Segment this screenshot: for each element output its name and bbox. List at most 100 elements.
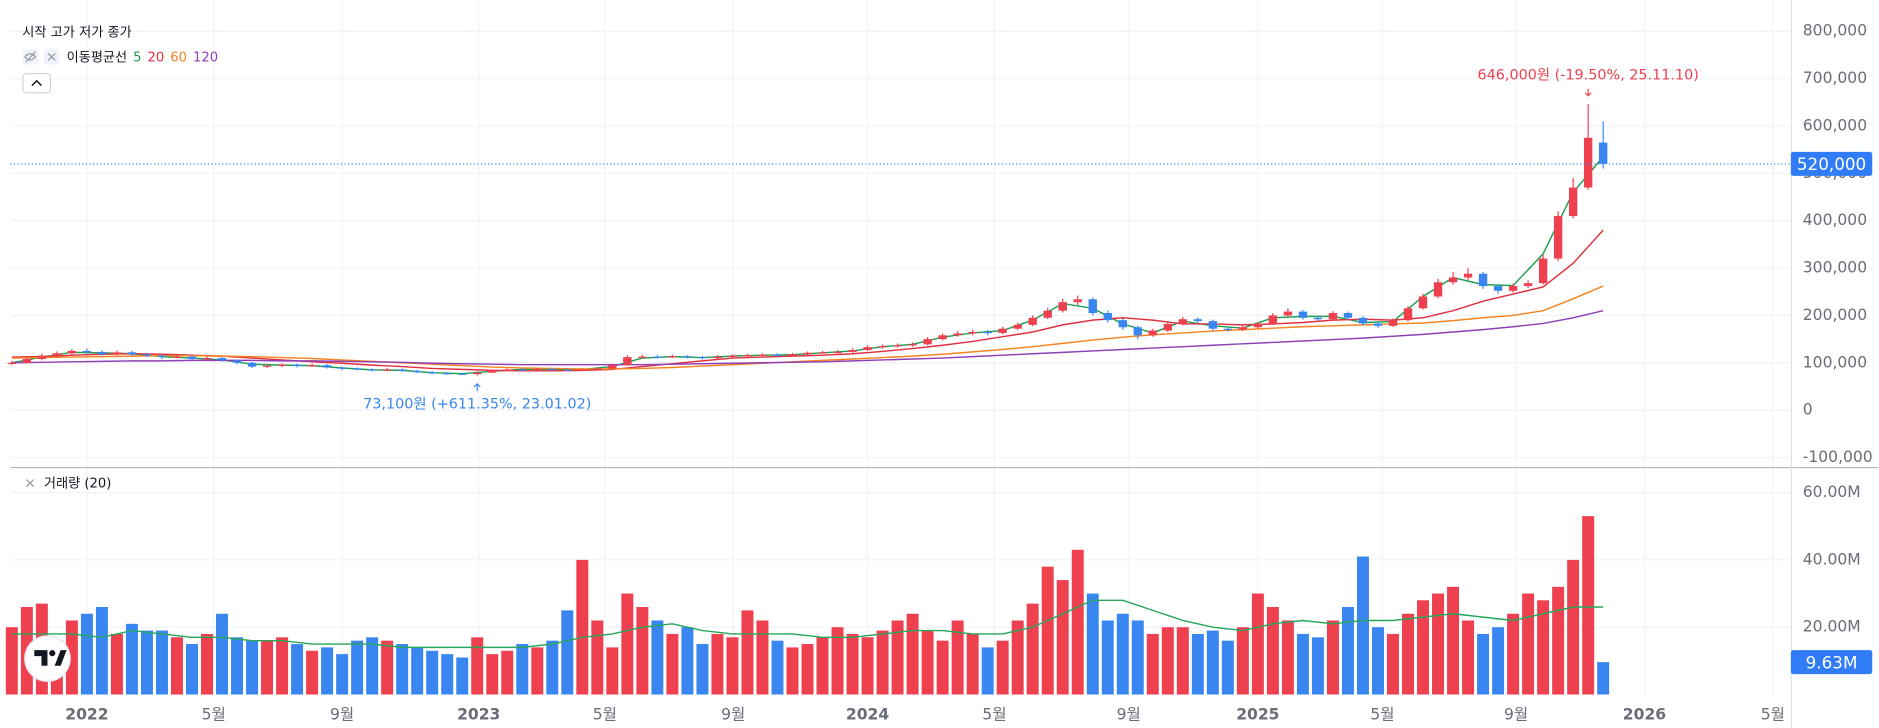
volume-bar xyxy=(321,647,334,695)
close-icon[interactable] xyxy=(43,49,60,65)
volume-bar xyxy=(636,607,649,695)
volume-bar xyxy=(1161,627,1174,695)
y-tick-label: 600,000 xyxy=(1803,116,1867,134)
volume-bar xyxy=(876,630,889,695)
volume-bar xyxy=(246,640,259,695)
candle-body xyxy=(412,370,422,373)
candle-body xyxy=(142,354,152,356)
candle-body xyxy=(7,362,17,364)
volume-bar xyxy=(396,644,409,695)
volume-bar xyxy=(1236,627,1249,695)
volume-bar xyxy=(1296,633,1309,695)
candle-body xyxy=(1223,328,1233,330)
candle-body xyxy=(758,354,767,356)
volume-tick-label: 40.00M xyxy=(1803,550,1861,568)
volume-bar xyxy=(381,640,394,695)
candle-body xyxy=(67,350,77,354)
volume-bar xyxy=(816,637,829,695)
volume-bar xyxy=(170,637,183,695)
candle-body xyxy=(638,356,647,358)
last-price-box xyxy=(1790,151,1873,176)
volume-bar xyxy=(1176,627,1189,695)
volume-bar xyxy=(276,637,289,695)
candle-body xyxy=(1208,321,1218,329)
candle-body xyxy=(428,372,437,374)
ma-legend: 20 xyxy=(147,50,164,65)
candle-body xyxy=(1298,311,1308,318)
y-tick-label: 300,000 xyxy=(1803,259,1867,277)
volume-bar xyxy=(5,627,18,695)
volume-bar xyxy=(981,647,994,695)
candle-body xyxy=(1478,273,1488,287)
volume-bar xyxy=(546,640,559,695)
candle-body xyxy=(1448,277,1458,283)
volume-bar xyxy=(1311,637,1324,695)
candle-body xyxy=(683,356,692,358)
hide-icon[interactable] xyxy=(22,49,38,65)
candle-body xyxy=(1238,327,1248,330)
volume-bar xyxy=(666,633,679,695)
candle-body xyxy=(1358,317,1368,324)
volume-bar xyxy=(786,647,799,695)
volume-bar xyxy=(201,633,213,695)
volume-bar xyxy=(1567,559,1580,695)
y-tick-label: 200,000 xyxy=(1803,306,1867,324)
volume-bar xyxy=(155,630,168,695)
candle-body xyxy=(848,349,857,352)
candle-body xyxy=(923,339,932,345)
collapse-button[interactable] xyxy=(22,73,52,94)
x-tick-label: 2022 xyxy=(65,705,108,723)
candle-body xyxy=(1553,215,1563,259)
volume-bar xyxy=(951,620,964,695)
x-tick-label: 5월 xyxy=(593,705,617,723)
candle-body xyxy=(322,365,332,368)
candle-body xyxy=(1373,323,1383,326)
candle-body xyxy=(1163,323,1172,331)
ma-legend: 5 xyxy=(133,50,141,65)
volume-bar xyxy=(441,654,454,695)
candle-body xyxy=(1178,319,1188,324)
candle-body xyxy=(473,372,482,375)
annotation-arrow xyxy=(1584,88,1592,97)
volume-bar xyxy=(1071,549,1084,695)
candle-body xyxy=(998,328,1007,333)
volume-bar xyxy=(336,654,349,695)
candle-body xyxy=(773,354,782,356)
volume-bar xyxy=(906,613,919,695)
candle-body xyxy=(593,368,602,370)
candle-body xyxy=(1583,137,1593,188)
candle-body xyxy=(1418,296,1428,309)
candle-body xyxy=(938,335,947,340)
candle-body xyxy=(983,331,992,334)
candle-body xyxy=(352,368,362,370)
volume-bar xyxy=(861,637,874,695)
volume-bar xyxy=(1447,586,1460,695)
volume-bar xyxy=(711,633,724,695)
candle-body xyxy=(893,345,902,347)
candle-body xyxy=(653,356,662,358)
volume-bar xyxy=(1492,627,1505,695)
candle-body xyxy=(262,365,272,367)
x-tick-label: 9월 xyxy=(1117,705,1141,723)
candle-body xyxy=(1058,302,1067,311)
volume-bar xyxy=(1191,633,1204,695)
y-tick-label: 700,000 xyxy=(1803,69,1867,87)
candle-body xyxy=(337,367,347,369)
volume-bar xyxy=(231,637,244,695)
volume-bar xyxy=(1552,586,1565,695)
volume-bar xyxy=(771,640,784,695)
volume-close-icon[interactable] xyxy=(26,479,35,488)
candle-body xyxy=(1088,299,1097,314)
volume-bar xyxy=(801,644,814,695)
candle-body xyxy=(1463,273,1473,278)
candle-body xyxy=(247,362,257,367)
volume-bar xyxy=(651,620,664,695)
volume-bar xyxy=(291,644,304,695)
volume-bar xyxy=(1206,630,1219,695)
volume-bar xyxy=(1597,662,1610,695)
candle-body xyxy=(818,352,827,354)
annotation-label: 73,100원 (+611.35%, 23.01.02) xyxy=(363,395,591,412)
volume-bar xyxy=(456,657,469,695)
candle-body xyxy=(1493,286,1503,291)
